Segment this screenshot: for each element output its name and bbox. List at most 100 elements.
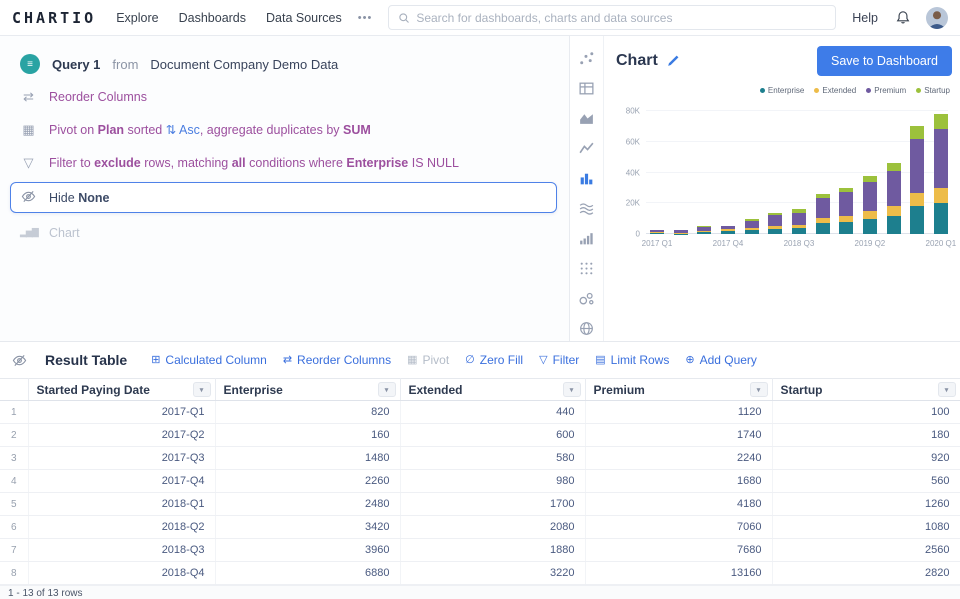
limit-rows-button[interactable]: ▤ Limit Rows (595, 353, 670, 367)
table-cell: 100 (772, 400, 960, 424)
nav-item-data-sources[interactable]: Data Sources (266, 10, 342, 25)
reorder-icon: ⇄ (282, 353, 293, 366)
bar-segment-enterprise (744, 230, 759, 234)
column-menu-chevron-icon[interactable]: ▾ (937, 382, 956, 397)
table-cell: 160 (215, 423, 401, 447)
stacked-bar-2018-Q1[interactable] (744, 219, 759, 234)
stacked-bar-2018-Q4[interactable] (815, 193, 830, 234)
table-row[interactable]: 2 2017-Q2 160 600 1740 180 (0, 423, 960, 447)
x-axis-tick: 2018 Q3 (783, 239, 815, 248)
step-hide-label: Hide None (49, 190, 110, 205)
column-header-startup[interactable]: Startup ▾ (772, 378, 960, 401)
zero-fill-button[interactable]: ∅ Zero Fill (465, 353, 524, 367)
chart-type-map-icon[interactable] (578, 320, 595, 337)
bar-segment-startup (862, 175, 877, 182)
bar-segment-extended (673, 232, 688, 234)
user-avatar[interactable] (926, 6, 948, 29)
column-header-enterprise[interactable]: Enterprise ▾ (215, 378, 401, 401)
save-to-dashboard-button[interactable]: Save to Dashboard (816, 46, 952, 76)
result-table-header: Result Table ⊞ Calculated Column ⇄ Reorder… (0, 342, 960, 378)
table-cell: 180 (772, 423, 960, 447)
add-query-button[interactable]: ⊕ Add Query (685, 353, 757, 367)
table-row[interactable]: 3 2017-Q3 1480 580 2240 920 (0, 446, 960, 470)
stacked-bar-2017-Q2[interactable] (673, 229, 688, 234)
search-input[interactable] (416, 10, 827, 25)
table-cell: 2018-Q4 (28, 561, 216, 585)
chartio-logo[interactable]: CHARTIO (12, 8, 97, 27)
edit-pencil-icon[interactable] (666, 54, 680, 68)
table-cell: 2260 (215, 469, 401, 493)
table-cell: 600 (400, 423, 586, 447)
chart-type-line-icon[interactable] (578, 140, 595, 157)
step-hide-selected[interactable]: Hide None (10, 182, 557, 213)
table-row[interactable]: 1 2017-Q1 820 440 1120 100 (0, 400, 960, 424)
row-number: 7 (0, 538, 29, 562)
column-menu-chevron-icon[interactable]: ▾ (377, 382, 396, 397)
column-header-started-paying-date[interactable]: Started Paying Date ▾ (28, 378, 216, 401)
chart-type-scatter-icon[interactable] (578, 50, 595, 67)
row-number: 3 (0, 446, 29, 470)
query-header[interactable]: ≡ Query 1 from Document Company Demo Dat… (10, 48, 557, 80)
chart-type-table-icon[interactable] (578, 80, 595, 97)
stacked-bar-2018-Q3[interactable]: 2018 Q3 (784, 209, 814, 248)
bar-segment-startup (697, 226, 712, 228)
bar-segment-startup (886, 163, 901, 172)
table-row[interactable]: 8 2018-Q4 6880 3220 13160 2820 (0, 561, 960, 585)
stacked-bar-2019-Q4[interactable] (910, 126, 925, 234)
table-cell: 560 (772, 469, 960, 493)
global-search[interactable] (388, 5, 837, 30)
stacked-bar-2019-Q2[interactable]: 2019 Q2 (855, 175, 885, 248)
reorder-columns-button[interactable]: ⇄ Reorder Columns (282, 353, 392, 367)
table-row[interactable]: 7 2018-Q3 3960 1880 7680 2560 (0, 538, 960, 562)
calculated-column-button[interactable]: ⊞ Calculated Column (151, 353, 267, 367)
bar-segment-enterprise (839, 221, 854, 234)
column-menu-chevron-icon[interactable]: ▾ (749, 382, 768, 397)
chart-type-dot-matrix-icon[interactable] (578, 260, 595, 277)
chart-type-area-icon[interactable] (578, 110, 595, 127)
table-row[interactable]: 5 2018-Q1 2480 1700 4180 1260 (0, 492, 960, 516)
table-cell: 1120 (585, 400, 773, 424)
row-number: 5 (0, 492, 29, 516)
stacked-bar-2018-Q2[interactable] (768, 212, 783, 234)
bar-segment-premium (673, 230, 688, 233)
table-row[interactable]: 6 2018-Q2 3420 2080 7060 1080 (0, 515, 960, 539)
notifications-bell-icon[interactable] (896, 10, 910, 25)
bar-chart-icon: ▂▅▇ (20, 227, 39, 237)
stacked-bar-2020-Q1[interactable]: 2020 Q1 (926, 114, 956, 248)
calculated-column-icon: ⊞ (151, 353, 161, 366)
stacked-bar-2017-Q3[interactable] (697, 226, 712, 234)
filter-button[interactable]: ▽ Filter (539, 353, 580, 367)
stacked-bar-2017-Q4[interactable]: 2017 Q4 (713, 225, 743, 248)
stacked-bar-2019-Q1[interactable] (839, 187, 854, 234)
chart-type-column-icon[interactable] (578, 170, 595, 187)
row-number: 6 (0, 515, 29, 539)
table-cell: 1260 (772, 492, 960, 516)
query-data-source[interactable]: Document Company Demo Data (150, 56, 339, 72)
step-reorder-columns[interactable]: ⇄ Reorder Columns (10, 80, 557, 113)
nav-item-explore[interactable]: Explore (116, 10, 159, 25)
table-cell: 2820 (772, 561, 960, 585)
pivot-button[interactable]: ▦ Pivot (407, 353, 450, 367)
step-pivot[interactable]: ▦ Pivot on Plan sorted ⇅ Asc, aggregate … (10, 113, 557, 146)
table-row[interactable]: 4 2017-Q4 2260 980 1680 560 (0, 469, 960, 493)
step-chart[interactable]: ▂▅▇ Chart (10, 216, 557, 249)
table-cell: 3420 (215, 515, 401, 539)
bar-segment-premium (862, 181, 877, 211)
chart-type-bubble-icon[interactable] (578, 290, 595, 307)
stacked-bar-2017-Q1[interactable]: 2017 Q1 (642, 230, 672, 248)
chart-panel: Chart Save to Dashboard Enterprise Extend… (570, 36, 960, 341)
step-filter[interactable]: ▽ Filter to exclude rows, matching all c… (10, 146, 557, 179)
table-cell: 7060 (585, 515, 773, 539)
y-axis-tick: 80K (625, 106, 640, 116)
nav-more-menu[interactable]: ••• (357, 11, 373, 24)
nav-item-dashboards[interactable]: Dashboards (178, 10, 247, 25)
bar-segment-premium (697, 227, 712, 231)
chart-type-histogram-icon[interactable] (578, 230, 595, 247)
nav-help[interactable]: Help (852, 10, 878, 25)
column-menu-chevron-icon[interactable]: ▾ (192, 382, 211, 397)
chart-type-stream-icon[interactable] (578, 200, 595, 217)
column-menu-chevron-icon[interactable]: ▾ (562, 382, 581, 397)
stacked-bar-2019-Q3[interactable] (886, 163, 901, 234)
column-header-extended[interactable]: Extended ▾ (400, 378, 586, 401)
column-header-premium[interactable]: Premium ▾ (585, 378, 773, 401)
